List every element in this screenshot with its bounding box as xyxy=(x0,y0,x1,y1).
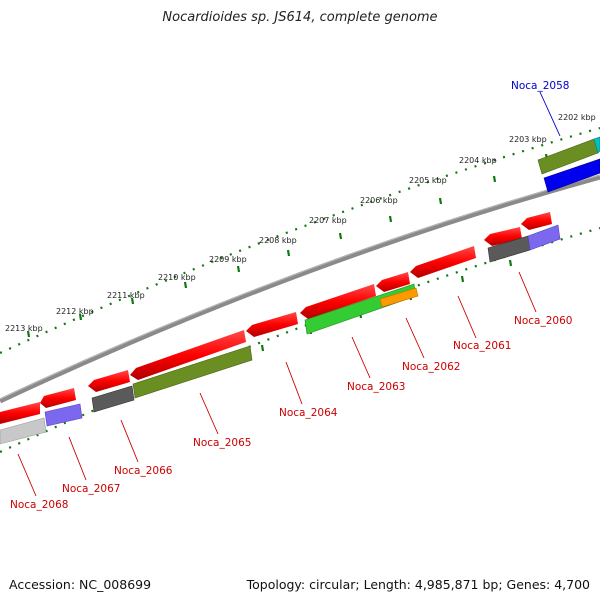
scale-major-tick xyxy=(286,249,291,257)
scale-major-tick xyxy=(260,344,265,352)
gene-arrow-noca-2066[interactable] xyxy=(88,370,130,392)
gene-arrow-noca-2063[interactable] xyxy=(300,284,376,319)
scale-major-tick xyxy=(183,281,188,289)
gene-label[interactable]: Noca_2061 xyxy=(453,340,511,352)
bar-teal-2058[interactable] xyxy=(593,136,600,154)
bar-gray-light-2068[interactable] xyxy=(0,417,47,445)
scale-major-tick xyxy=(26,330,31,338)
bar-orange-2062[interactable] xyxy=(379,287,419,308)
topology-summary: Topology: circular; Length: 4,985,871 bp… xyxy=(246,577,590,592)
genome-backbone-highlight xyxy=(0,174,600,400)
scale-tick-label: 2209 kbp xyxy=(209,255,247,264)
scale-tick-label: 2204 kbp xyxy=(459,156,497,165)
scale-major-tick xyxy=(492,175,497,183)
gene-arrow-noca-2067[interactable] xyxy=(40,388,76,408)
gene-label[interactable]: Noca_2067 xyxy=(62,483,120,495)
gene-label[interactable]: Noca_2063 xyxy=(347,381,405,393)
label-leaders xyxy=(17,91,561,497)
category-bars xyxy=(0,224,561,445)
scale-tick-label: 2207 kbp xyxy=(309,216,347,225)
forward-strand-features xyxy=(537,136,600,193)
scale-tick-label: 2211 kbp xyxy=(107,291,145,300)
scale-tick-label: 2208 kbp xyxy=(259,236,297,245)
bar-purple-2060[interactable] xyxy=(527,224,561,251)
gene-label[interactable]: Noca_2065 xyxy=(193,437,251,449)
scale-major-tick xyxy=(130,297,135,305)
gene-label[interactable]: Noca_2062 xyxy=(402,361,460,373)
gene-arrow-noca-2061[interactable] xyxy=(410,246,476,278)
scale-major-tick xyxy=(338,232,343,240)
scale-tick-label: 2202 kbp xyxy=(558,113,596,122)
bar-olive-2065[interactable] xyxy=(132,345,253,399)
gene-arrow-noca-2062[interactable] xyxy=(376,272,410,292)
gene-labels: Noca_2058 Noca_2060 Noca_2061 Noca_2062 … xyxy=(10,80,572,511)
bar-gray-dark-2066[interactable] xyxy=(91,385,135,413)
gene-arrow-noca-2064[interactable] xyxy=(246,312,298,337)
accession-text: Accession: NC_008699 xyxy=(9,577,152,592)
gene-blue-2058[interactable] xyxy=(543,158,600,193)
reverse-strand-features xyxy=(0,212,552,424)
scale-major-tick xyxy=(460,275,465,283)
gene-label[interactable]: Noca_2068 xyxy=(10,499,68,511)
gene-arrow-noca-2060a[interactable] xyxy=(484,227,522,246)
gene-arrow-noca-2065[interactable] xyxy=(130,330,246,380)
gene-label[interactable]: Noca_2066 xyxy=(114,465,173,477)
tick-labels: 2202 kbp 2203 kbp 2204 kbp 2205 kbp 2206 kbp… xyxy=(5,113,596,333)
scale-tick-label: 2203 kbp xyxy=(509,135,547,144)
scale-tick-label: 2210 kbp xyxy=(158,273,196,282)
major-ticks xyxy=(4,153,549,439)
scale-major-tick xyxy=(438,197,443,205)
gene-label[interactable]: Noca_2060 xyxy=(514,315,572,327)
gene-arrow-noca-2068[interactable] xyxy=(0,402,40,424)
scale-tick-label: 2205 kbp xyxy=(409,176,447,185)
gene-label[interactable]: Noca_2064 xyxy=(279,407,338,419)
gene-arrow-noca-2060b[interactable] xyxy=(521,212,552,230)
bar-purple-2067[interactable] xyxy=(44,403,83,427)
gene-label[interactable]: Noca_2058 xyxy=(511,80,569,92)
genome-backbone xyxy=(0,174,600,404)
scale-major-tick xyxy=(508,259,513,267)
scale-major-tick xyxy=(236,265,241,273)
scale-tick-label: 2213 kbp xyxy=(5,324,43,333)
scale-tick-label: 2206 kbp xyxy=(360,196,398,205)
scale-major-tick xyxy=(78,313,83,321)
scale-major-tick xyxy=(388,215,393,223)
scale-tick-label: 2212 kbp xyxy=(56,307,94,316)
map-title: Nocardioides sp. JS614, complete genome xyxy=(162,10,438,25)
